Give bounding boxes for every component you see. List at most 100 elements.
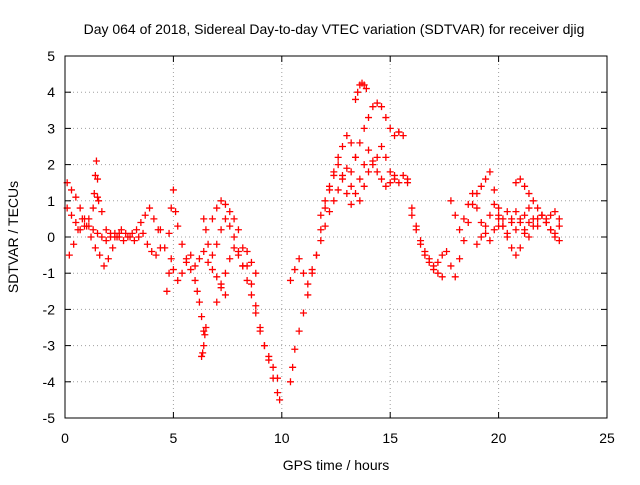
data-point <box>490 226 498 234</box>
data-point <box>269 363 277 371</box>
data-point <box>94 229 102 237</box>
data-point <box>404 175 412 183</box>
data-point <box>434 269 442 277</box>
data-point <box>221 269 229 277</box>
data-point <box>512 179 520 187</box>
data-point <box>256 327 264 335</box>
data-point <box>198 313 206 321</box>
data-point <box>360 124 368 132</box>
data-point <box>165 229 173 237</box>
data-point <box>92 157 100 165</box>
data-point <box>399 132 407 140</box>
data-point <box>76 204 84 212</box>
data-point <box>369 161 377 169</box>
data-point <box>547 226 555 234</box>
data-point <box>347 182 355 190</box>
data-point <box>137 219 145 227</box>
data-point <box>100 262 108 270</box>
data-point <box>430 266 438 274</box>
data-point <box>360 182 368 190</box>
data-point <box>141 211 149 219</box>
data-point <box>200 215 208 223</box>
data-point <box>68 186 76 194</box>
data-point <box>115 229 123 237</box>
data-point <box>425 258 433 266</box>
data-point <box>128 229 136 237</box>
data-point <box>182 258 190 266</box>
data-point <box>204 240 212 248</box>
data-point <box>226 255 234 263</box>
data-point <box>156 226 164 234</box>
data-point <box>391 175 399 183</box>
data-point <box>234 251 242 259</box>
data-point <box>395 128 403 136</box>
data-point <box>486 168 494 176</box>
data-point <box>135 233 143 241</box>
data-point <box>195 298 203 306</box>
data-point <box>76 226 84 234</box>
data-point <box>382 153 390 161</box>
data-point <box>217 284 225 292</box>
data-point <box>89 204 97 212</box>
data-point <box>230 233 238 241</box>
data-point <box>321 204 329 212</box>
x-tick-label: 15 <box>382 430 398 446</box>
data-point <box>343 190 351 198</box>
data-point <box>312 251 320 259</box>
series-track-d <box>156 186 208 335</box>
data-point <box>91 244 99 252</box>
data-point <box>386 179 394 187</box>
data-point <box>299 309 307 317</box>
data-point <box>70 240 78 248</box>
data-point <box>391 132 399 140</box>
data-point <box>200 327 208 335</box>
data-point <box>87 233 95 241</box>
data-point <box>473 240 481 248</box>
data-point <box>226 208 234 216</box>
data-point <box>286 276 294 284</box>
data-point <box>265 352 273 360</box>
data-point <box>516 175 524 183</box>
data-point <box>295 327 303 335</box>
data-point <box>91 171 99 179</box>
data-point <box>286 378 294 386</box>
data-point <box>208 266 216 274</box>
data-point <box>291 266 299 274</box>
data-point <box>495 222 503 230</box>
data-point <box>243 276 251 284</box>
data-point <box>356 175 364 183</box>
data-point <box>503 229 511 237</box>
data-point <box>438 251 446 259</box>
data-point <box>252 269 260 277</box>
data-point <box>130 237 138 245</box>
data-point <box>434 258 442 266</box>
series-track-p <box>447 190 533 259</box>
data-point <box>354 88 362 96</box>
data-point <box>208 215 216 223</box>
data-point <box>321 222 329 230</box>
data-point <box>477 219 485 227</box>
data-point <box>325 182 333 190</box>
data-point <box>352 95 360 103</box>
data-point <box>230 215 238 223</box>
data-point <box>482 229 490 237</box>
data-point <box>163 287 171 295</box>
data-point <box>447 262 455 270</box>
data-point <box>95 197 103 205</box>
data-point <box>213 273 221 281</box>
data-point <box>542 219 550 227</box>
data-point <box>200 342 208 350</box>
data-point <box>317 211 325 219</box>
series-spike-13.6 <box>352 79 370 103</box>
data-point <box>89 226 97 234</box>
data-point <box>65 251 73 259</box>
x-axis-title: GPS time / hours <box>283 457 390 473</box>
data-point <box>146 204 154 212</box>
data-point <box>534 204 542 212</box>
data-point <box>373 99 381 107</box>
data-point <box>339 143 347 150</box>
data-points <box>63 79 563 404</box>
data-point <box>555 215 563 223</box>
data-point <box>96 251 104 259</box>
data-point <box>161 244 169 252</box>
